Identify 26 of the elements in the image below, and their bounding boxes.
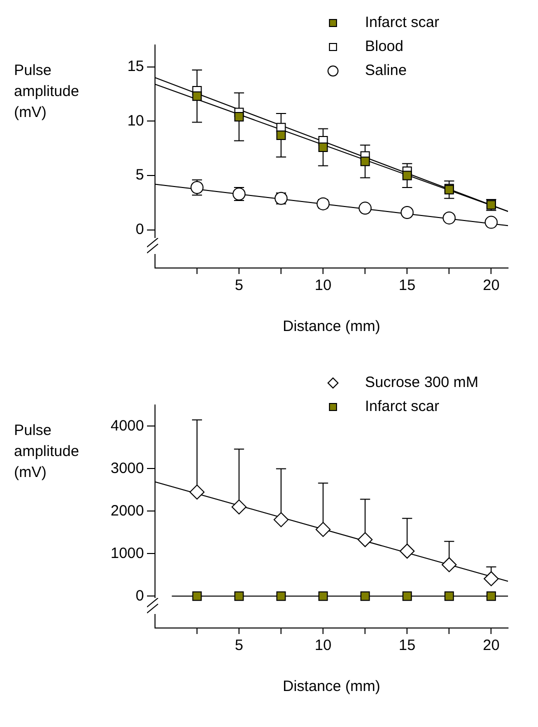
x-tick-label: 10 — [314, 277, 332, 294]
y-tick-label: 10 — [127, 112, 144, 130]
x-axis-title: Distance (mm) — [282, 318, 380, 336]
legend-label: Saline — [365, 62, 407, 80]
x-tick-label: 20 — [482, 277, 500, 294]
legend-label: Sucrose 300 mM — [365, 374, 478, 392]
y-tick-label: 0 — [136, 221, 144, 238]
y-tick-label: 15 — [127, 58, 144, 75]
x-tick-label: 5 — [234, 277, 244, 294]
x-tick-label: 10 — [314, 637, 332, 654]
y-tick-label: 3000 — [110, 460, 144, 477]
y-tick-label: 1000 — [110, 544, 144, 562]
x-axis-title: Distance (mm) — [282, 678, 380, 696]
legend-label: Infarct scar — [365, 14, 440, 32]
y-tick-label: 0 — [136, 587, 144, 604]
x-tick-label: 20 — [482, 637, 500, 654]
y-axis-title: Pulse amplitude (mV) — [14, 61, 80, 123]
legend-label: Blood — [365, 38, 404, 56]
x-tick-label: 15 — [398, 637, 416, 654]
y-tick-label: 2000 — [110, 502, 144, 520]
legend-label: Infarct scar — [365, 398, 440, 416]
y-axis-title: Pulse amplitude (mV) — [14, 421, 80, 483]
x-tick-label: 5 — [234, 637, 244, 654]
x-tick-label: 15 — [398, 277, 416, 294]
y-tick-label: 4000 — [110, 417, 144, 434]
y-tick-label: 5 — [136, 166, 144, 184]
